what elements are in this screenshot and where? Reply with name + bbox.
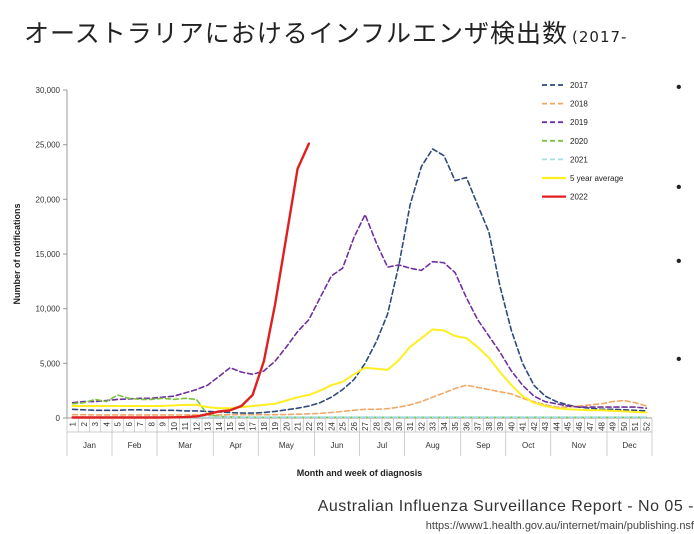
x-tick-label: 44 <box>552 421 561 430</box>
x-tick-label: 37 <box>474 421 483 430</box>
y-tick-label: 30,000 <box>36 86 61 95</box>
series-line-2020 <box>71 394 648 419</box>
x-tick-label: 29 <box>384 421 393 430</box>
x-tick-label: 39 <box>496 421 505 430</box>
y-tick-label: 15,000 <box>36 250 61 259</box>
x-tick-label: 32 <box>417 421 426 430</box>
month-label: Feb <box>128 441 142 450</box>
y-tick-label: 20,000 <box>36 195 61 204</box>
x-tick-label: 11 <box>181 421 190 430</box>
x-tick-label: 24 <box>327 421 336 430</box>
x-tick-label: 51 <box>631 421 640 430</box>
slide-title-suffix: (2017- <box>572 28 628 46</box>
x-tick-label: 8 <box>147 421 156 426</box>
x-tick-label: 36 <box>462 421 471 430</box>
legend-label: 2022 <box>570 193 588 202</box>
x-tick-label: 30 <box>395 421 404 430</box>
x-tick-label: 17 <box>249 421 258 430</box>
x-tick-label: 42 <box>530 421 539 430</box>
bullet-point: • <box>676 179 682 196</box>
series-line-5-year-average <box>71 328 648 414</box>
legend-label: 2021 <box>570 155 588 164</box>
x-tick-label: 23 <box>316 421 325 430</box>
x-tick-label: 49 <box>609 421 618 430</box>
bullet-point: • <box>676 351 682 368</box>
month-label: Nov <box>572 441 586 450</box>
x-tick-label: 41 <box>519 421 528 430</box>
x-tick-label: 48 <box>597 421 606 430</box>
series-line-2018 <box>71 384 648 416</box>
month-label: Apr <box>230 441 243 450</box>
month-label: Jul <box>377 441 387 450</box>
bullet-point: • <box>676 253 682 270</box>
x-tick-label: 40 <box>507 421 516 430</box>
x-tick-label: 33 <box>429 421 438 430</box>
x-tick-label: 47 <box>586 421 595 430</box>
month-label: May <box>279 441 294 450</box>
x-tick-label: 25 <box>339 421 348 430</box>
x-tick-label: 22 <box>305 421 314 430</box>
x-tick-label: 12 <box>192 421 201 430</box>
legend-label: 2018 <box>570 100 588 109</box>
month-label: Jan <box>83 441 96 450</box>
series-line-2017 <box>71 148 648 414</box>
x-tick-label: 14 <box>215 421 224 430</box>
x-tick-label: 31 <box>406 421 415 430</box>
month-label: Oct <box>522 441 535 450</box>
x-axis-label: Month and week of diagnosis <box>297 468 423 478</box>
slide-title-text: オーストラリアにおけるインフルエンザ検出数 <box>24 19 569 48</box>
series-line-2022 <box>71 142 311 419</box>
x-tick-label: 20 <box>282 421 291 430</box>
x-tick-label: 21 <box>294 421 303 430</box>
x-tick-label: 52 <box>642 421 651 430</box>
x-tick-label: 13 <box>204 421 213 430</box>
x-tick-label: 50 <box>620 421 629 430</box>
month-label: Aug <box>426 441 440 450</box>
month-label: Jun <box>331 441 344 450</box>
series-line-2019 <box>71 213 648 410</box>
x-tick-label: 35 <box>451 421 460 430</box>
legend-label: 2017 <box>570 81 588 90</box>
x-tick-label: 4 <box>102 421 111 426</box>
x-tick-label: 34 <box>440 421 449 430</box>
x-tick-label: 19 <box>271 421 280 430</box>
x-tick-label: 7 <box>136 421 145 426</box>
x-tick-label: 9 <box>159 421 168 426</box>
x-tick-label: 45 <box>564 421 573 430</box>
x-tick-label: 3 <box>91 421 100 426</box>
month-label: Mar <box>178 441 192 450</box>
x-tick-label: 46 <box>575 421 584 430</box>
legend-label: 2019 <box>570 118 588 127</box>
y-tick-label: 0 <box>56 414 61 423</box>
y-axis-label: Number of notifications <box>12 204 22 305</box>
source-citation: Australian Influenza Surveillance Report… <box>317 498 694 515</box>
slide-title: オーストラリアにおけるインフルエンザ検出数 (2017- <box>24 14 694 54</box>
x-tick-label: 2 <box>80 421 89 426</box>
x-tick-label: 15 <box>226 421 235 430</box>
legend-label: 5 year average <box>570 174 624 183</box>
x-tick-label: 16 <box>237 421 246 430</box>
x-tick-label: 1 <box>69 421 78 426</box>
x-tick-label: 10 <box>170 421 179 430</box>
y-tick-label: 10,000 <box>36 305 61 314</box>
x-tick-label: 5 <box>114 421 123 426</box>
influenza-line-chart: 0 5,000 10,000 15,000 20,000 25,000 30,000 Numb… <box>12 81 653 478</box>
x-tick-label: 27 <box>361 421 370 430</box>
y-tick-label: 5,000 <box>40 359 61 368</box>
x-tick-label: 26 <box>350 421 359 430</box>
month-label: Sep <box>476 441 491 450</box>
x-tick-label: 38 <box>485 421 494 430</box>
source-url[interactable]: https://www1.health.gov.au/internet/main… <box>425 520 694 532</box>
x-tick-label: 6 <box>125 421 134 426</box>
x-tick-label: 28 <box>372 421 381 430</box>
legend-label: 2020 <box>570 137 588 146</box>
x-tick-label: 43 <box>541 421 550 430</box>
x-tick-label: 18 <box>260 421 269 430</box>
bullet-point: • <box>676 79 682 96</box>
y-tick-label: 25,000 <box>36 141 61 150</box>
month-label: Dec <box>622 441 636 450</box>
